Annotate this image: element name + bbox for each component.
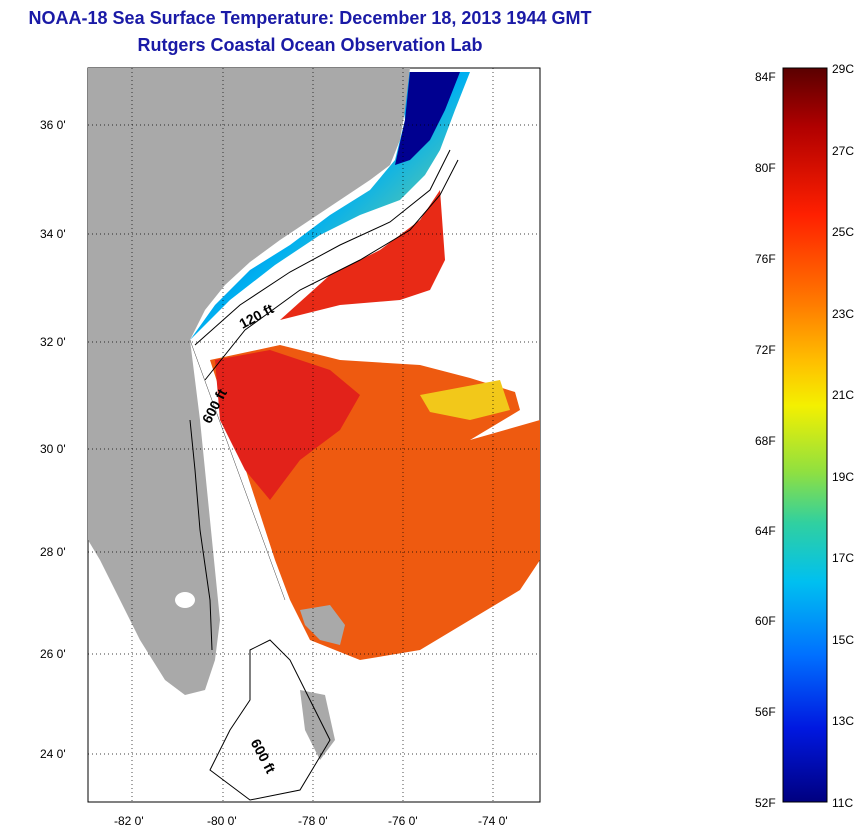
shelf-cold-band xyxy=(190,72,470,340)
lon-label: -82 0' xyxy=(114,814,144,828)
lat-label: 28 0' xyxy=(40,545,66,559)
colorbar-f-label: 64F xyxy=(755,524,776,538)
map-title: NOAA-18 Sea Surface Temperature: Decembe… xyxy=(28,8,592,28)
colorbar-c-label: 17C xyxy=(832,551,855,565)
isobath-600ft xyxy=(204,159,459,381)
colorbar-f-label: 60F xyxy=(755,614,776,628)
land-bahamas xyxy=(300,605,345,645)
lat-label: 30 0' xyxy=(40,442,66,456)
lon-label: -76 0' xyxy=(388,814,418,828)
colorbar-c-label: 15C xyxy=(832,633,855,647)
lat-label: 36 0' xyxy=(40,118,66,132)
colorbar-f-label: 80F xyxy=(755,161,776,175)
colorbar-f-label: 56F xyxy=(755,705,776,719)
land-southeast-us xyxy=(88,68,410,695)
sst-core-red xyxy=(215,350,360,500)
lon-label: -78 0' xyxy=(298,814,328,828)
colorbar-c-label: 29C xyxy=(832,62,855,76)
nearshore-cold xyxy=(395,72,460,165)
colorbar-c-label: 21C xyxy=(832,388,855,402)
lon-label: -74 0' xyxy=(478,814,508,828)
colorbar-c-label: 25C xyxy=(832,225,855,239)
colorbar-f-label: 68F xyxy=(755,434,776,448)
colorbar-c-label: 13C xyxy=(832,714,855,728)
map-subtitle: Rutgers Coastal Ocean Observation Lab xyxy=(137,35,483,55)
colorbar-c-label: 23C xyxy=(832,307,855,321)
colorbar-f-label: 52F xyxy=(755,796,776,810)
lat-label: 26 0' xyxy=(40,647,66,661)
lon-label: -80 0' xyxy=(207,814,237,828)
isobath-bahamas xyxy=(209,639,331,801)
colorbar-f-label: 72F xyxy=(755,343,776,357)
isobath-florida xyxy=(189,419,213,651)
colorbar-scale xyxy=(782,67,828,803)
lat-label: 34 0' xyxy=(40,227,66,241)
swath-edge xyxy=(189,339,286,601)
sst-yellow-patch xyxy=(420,380,510,420)
colorbar-f-label: 76F xyxy=(755,252,776,266)
colorbar-c-label: 11C xyxy=(832,796,854,810)
colorbar-c-label: 19C xyxy=(832,470,855,484)
colorbar-f-label: 84F xyxy=(755,70,776,84)
latitude-grid xyxy=(88,124,540,755)
lat-label: 24 0' xyxy=(40,747,66,761)
land-florida-interior xyxy=(175,592,195,608)
sst-offshore-red xyxy=(280,190,445,320)
colorbar-c-label: 27C xyxy=(832,144,855,158)
lat-label: 32 0' xyxy=(40,335,66,349)
isobath-120ft xyxy=(194,149,451,346)
land-andros xyxy=(300,690,335,760)
